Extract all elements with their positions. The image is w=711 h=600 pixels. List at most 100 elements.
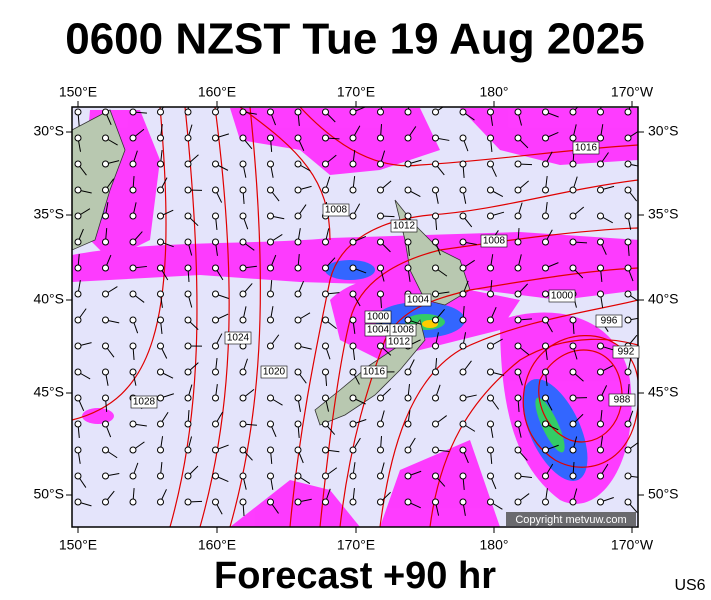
barb-station — [267, 420, 274, 428]
barb-station — [184, 472, 192, 480]
barb-station — [102, 316, 109, 324]
barb-station — [294, 160, 302, 168]
barb-station — [569, 342, 577, 350]
barb-station — [74, 368, 82, 376]
barb-station — [102, 446, 109, 454]
barb-station — [514, 446, 522, 454]
barb-station — [542, 186, 549, 194]
barb-station — [184, 134, 192, 142]
barb-station — [294, 108, 302, 116]
barb-station — [102, 160, 109, 168]
barb-station — [74, 212, 82, 220]
barb-station — [102, 186, 109, 194]
barb-station — [404, 134, 412, 142]
barb-station — [459, 498, 467, 506]
barb-station — [267, 160, 274, 168]
barb-station — [569, 160, 577, 168]
barb-station — [184, 394, 192, 402]
isobar-label-box — [322, 203, 350, 217]
isobar-label: 1020 — [263, 367, 286, 378]
barb-station — [322, 160, 329, 168]
barb-station — [514, 212, 522, 220]
barb-station — [432, 446, 439, 454]
barb-station — [597, 264, 604, 272]
isobar-label-box — [572, 141, 600, 155]
barb-station — [459, 134, 467, 142]
barb-station — [597, 160, 604, 168]
barb-station — [459, 264, 467, 272]
isobar-label-box — [360, 365, 388, 379]
title: 0600 NZST Tue 19 Aug 2025 — [65, 15, 645, 64]
barb-station — [102, 134, 109, 142]
barb-station — [459, 212, 467, 220]
barb-station — [542, 264, 549, 272]
barb-station — [267, 316, 274, 324]
barb-station — [267, 186, 274, 194]
barb-station — [157, 238, 164, 246]
barb-station — [569, 238, 577, 246]
barb-station — [514, 186, 522, 194]
barb-station — [459, 238, 467, 246]
isobar-label: 1004 — [407, 295, 430, 306]
barb-station — [184, 108, 192, 116]
barb-station — [542, 108, 549, 116]
barb-station — [542, 342, 549, 350]
copyright: Copyright metvuw.com — [515, 514, 626, 526]
barb-station — [239, 420, 247, 428]
barb-station — [569, 264, 577, 272]
barb-station — [212, 264, 219, 272]
barb-station — [74, 238, 82, 246]
barb-station — [157, 212, 164, 220]
barb-station — [294, 498, 302, 506]
barb-station — [569, 420, 577, 428]
barb-station — [129, 160, 137, 168]
barb-station — [267, 212, 274, 220]
isobar-label-box — [224, 331, 252, 345]
barb-station — [624, 498, 632, 506]
barb-station — [129, 108, 137, 116]
barb-station — [184, 316, 192, 324]
barb-station — [404, 316, 412, 324]
barb-station — [569, 446, 577, 454]
isobar-label: 1028 — [133, 397, 156, 408]
lat-label: 40°S — [648, 291, 679, 307]
barb-station — [294, 290, 302, 298]
lon-label: 150°E — [59, 537, 97, 553]
barb-station — [267, 394, 274, 402]
barb-station — [157, 498, 164, 506]
barb-station — [377, 264, 384, 272]
isobar-label-box — [612, 345, 640, 359]
barb-station — [129, 264, 137, 272]
barb-station — [74, 160, 82, 168]
barb-station — [294, 472, 302, 480]
barb-station — [432, 264, 439, 272]
barb-station — [322, 238, 329, 246]
barb-station — [74, 446, 82, 454]
barb-station — [349, 134, 357, 142]
barb-station — [349, 108, 357, 116]
barb-station — [432, 420, 439, 428]
barb-station — [514, 420, 522, 428]
barb-station — [102, 368, 109, 376]
barb-station — [129, 316, 137, 324]
barb-station — [184, 238, 192, 246]
isobar-label: 1008 — [392, 325, 415, 336]
isobar-label: 1012 — [388, 337, 411, 348]
barb-station — [569, 498, 577, 506]
barb-station — [184, 160, 192, 168]
barb-station — [212, 342, 219, 350]
barb-station — [597, 472, 604, 480]
barb-station — [239, 238, 247, 246]
barb-station — [404, 394, 412, 402]
isobar-label: 996 — [601, 316, 618, 327]
barb-station — [459, 186, 467, 194]
barb-station — [322, 134, 329, 142]
barb-station — [514, 394, 522, 402]
barb-station — [212, 160, 219, 168]
barb-station — [129, 238, 137, 246]
isobar-label-box — [608, 393, 636, 407]
barb-station — [294, 134, 302, 142]
barb-station — [267, 342, 274, 350]
barb-station — [322, 342, 329, 350]
barb-station — [157, 290, 164, 298]
